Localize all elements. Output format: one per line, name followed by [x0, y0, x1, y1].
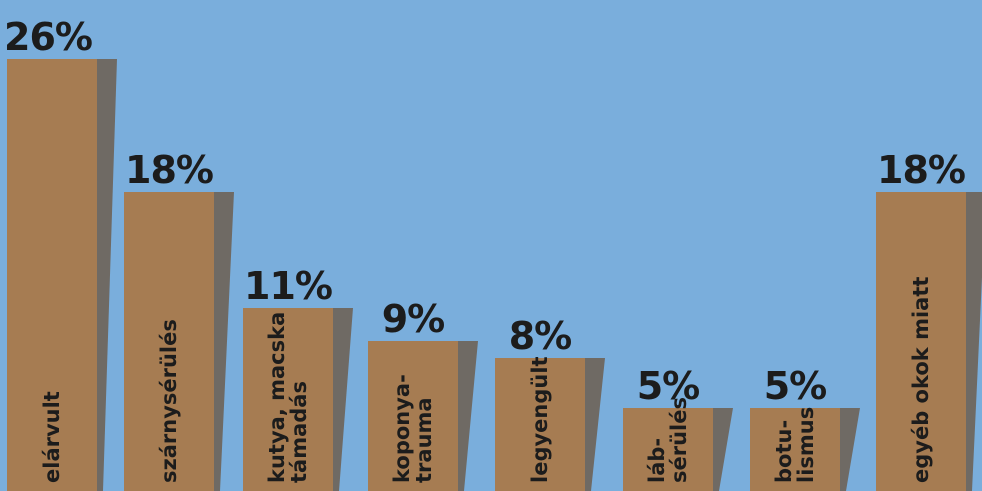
category-label: koponya- — [390, 374, 414, 483]
category-label: egyéb okok miatt — [909, 277, 933, 483]
category-label: kutya, macska — [265, 312, 289, 483]
value-label: 26% — [4, 15, 92, 59]
category-label: láb- — [645, 438, 669, 483]
value-label: 18% — [125, 148, 213, 192]
category-label: lismus — [794, 407, 818, 483]
bar-shadow — [458, 341, 478, 491]
bar-shadow — [97, 59, 117, 491]
category-label: szárnysérülés — [157, 319, 181, 483]
value-label: 5% — [637, 364, 700, 408]
bar — [876, 192, 966, 491]
bar-shadow — [840, 408, 860, 491]
bar — [7, 59, 97, 491]
bar — [495, 358, 585, 491]
bar-group-6: 5% botu-lismus — [750, 364, 860, 491]
bar — [623, 408, 713, 491]
category-label: legyengült — [528, 356, 552, 483]
value-label: 5% — [764, 364, 827, 408]
bar-group-3: 9% koponya-trauma — [368, 297, 478, 491]
bar-group-7: 18% egyéb okok miatt — [876, 148, 982, 491]
bar-shadow — [713, 408, 733, 491]
bar — [124, 192, 214, 491]
bar — [750, 408, 840, 491]
bar — [368, 341, 458, 491]
bar-group-4: 8%legyengült — [495, 314, 605, 491]
bar-shadow — [333, 308, 353, 491]
value-label: 11% — [244, 264, 332, 308]
bar-shadow — [966, 192, 982, 491]
bar — [243, 308, 333, 491]
bar-shadow — [214, 192, 234, 491]
bar-shadow — [585, 358, 605, 491]
category-label: trauma — [412, 397, 436, 483]
category-label: elárvult — [40, 391, 64, 483]
value-label: 8% — [509, 314, 572, 358]
bar-group-1: 18% szárnysérülés — [124, 148, 234, 491]
category-label: támadás — [287, 381, 311, 483]
bar-group-0: 26% elárvult — [4, 15, 117, 491]
category-label: sérülés — [667, 397, 691, 483]
value-label: 9% — [382, 297, 445, 341]
value-label: 18% — [877, 148, 965, 192]
bars-group: 26% elárvult 18% szárnysérülés 11% kutya, mac… — [4, 15, 982, 491]
bar-group-5: 5% láb-sérülés — [623, 364, 733, 491]
category-label: botu- — [772, 420, 796, 483]
